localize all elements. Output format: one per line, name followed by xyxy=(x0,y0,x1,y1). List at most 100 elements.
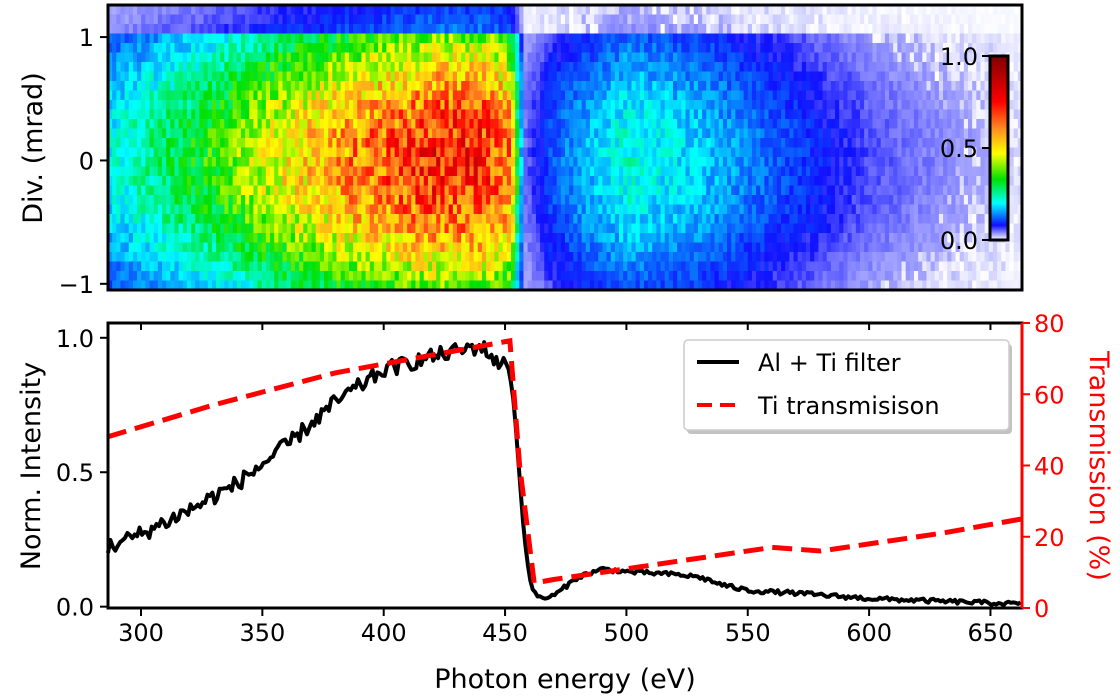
heatmap-cell xyxy=(934,157,940,168)
heatmap-cell xyxy=(357,14,363,25)
heatmap-cell xyxy=(930,100,936,111)
heatmap-cell xyxy=(897,185,903,196)
heatmap-cell xyxy=(751,81,757,92)
heatmap-cell xyxy=(228,204,234,215)
heatmap-cell xyxy=(265,90,271,101)
heatmap-cell xyxy=(668,43,674,54)
heatmap-cell xyxy=(598,157,603,168)
heatmap-cell xyxy=(660,195,666,206)
heatmap-cell xyxy=(128,109,134,120)
heatmap-cell xyxy=(307,157,313,168)
heatmap-cell xyxy=(440,176,446,187)
heatmap-cell xyxy=(490,109,495,120)
heatmap-cell xyxy=(527,204,533,215)
heatmap-cell xyxy=(436,81,441,92)
heatmap-cell xyxy=(361,128,367,139)
heatmap-cell xyxy=(274,5,279,16)
heatmap-cell xyxy=(581,71,587,82)
heatmap-cell xyxy=(602,214,608,225)
heatmap-cell xyxy=(270,14,275,25)
heatmap-cell xyxy=(930,5,936,16)
heatmap-cell xyxy=(149,24,155,35)
heatmap-cell xyxy=(211,81,217,92)
heatmap-cell xyxy=(951,33,957,44)
heatmap-cell xyxy=(889,24,894,35)
heatmap-cell xyxy=(494,71,500,82)
heatmap-cell xyxy=(398,81,404,92)
heatmap-cell xyxy=(934,128,940,139)
heatmap-cell xyxy=(448,62,454,73)
heatmap-cell xyxy=(735,214,741,225)
heatmap-cell xyxy=(855,195,861,206)
heatmap-cell xyxy=(697,204,703,215)
heatmap-cell xyxy=(565,176,570,187)
heatmap-cell xyxy=(681,62,687,73)
heatmap-cell xyxy=(565,14,570,25)
heatmap-cell xyxy=(386,62,392,73)
heatmap-cell xyxy=(909,195,915,206)
heatmap-cell xyxy=(893,119,898,130)
heatmap-cell xyxy=(240,24,246,35)
heatmap-cell xyxy=(315,176,321,187)
heatmap-cell xyxy=(216,119,221,130)
heatmap-cell xyxy=(963,109,969,120)
heatmap-cell xyxy=(889,185,894,196)
heatmap-cell xyxy=(660,185,666,196)
heatmap-cell xyxy=(718,195,724,206)
heatmap-cell xyxy=(839,33,844,44)
heatmap-cell xyxy=(992,33,998,44)
heatmap-cell xyxy=(731,100,736,111)
heatmap-cell xyxy=(535,62,541,73)
heatmap-cell xyxy=(299,109,304,120)
heatmap-cell xyxy=(249,204,254,215)
heatmap-cell xyxy=(357,128,363,139)
heatmap-cell xyxy=(660,204,666,215)
heatmap-cell xyxy=(693,100,699,111)
heatmap-cell xyxy=(785,52,790,63)
heatmap-cell xyxy=(469,90,475,101)
heatmap-cell xyxy=(178,90,184,101)
heatmap-cell xyxy=(415,195,421,206)
heatmap-cell xyxy=(469,119,475,130)
heatmap-cell xyxy=(727,128,732,139)
heatmap-cell xyxy=(560,204,566,215)
heatmap-cell xyxy=(643,138,649,149)
heatmap-cell xyxy=(589,204,595,215)
heatmap-cell xyxy=(565,62,570,73)
heatmap-cell xyxy=(282,147,288,158)
heatmap-cell xyxy=(768,109,774,120)
heatmap-cell xyxy=(452,109,458,120)
heatmap-cell xyxy=(913,81,919,92)
heatmap-cell xyxy=(353,195,358,206)
heatmap-cell xyxy=(540,33,545,44)
heatmap-cell xyxy=(602,109,608,120)
heatmap-cell xyxy=(947,33,952,44)
heatmap-cell xyxy=(336,24,342,35)
heatmap-cell xyxy=(643,33,649,44)
heatmap-cell xyxy=(253,214,259,225)
heatmap-cell xyxy=(959,128,965,139)
heatmap-cell xyxy=(847,24,853,35)
heatmap-cell xyxy=(423,138,429,149)
heatmap-cell xyxy=(930,138,936,149)
heatmap-cell xyxy=(984,204,990,215)
heatmap-cell xyxy=(461,214,466,225)
heatmap-cell xyxy=(934,109,940,120)
heatmap-cell xyxy=(452,33,458,44)
heatmap-cell xyxy=(132,71,138,82)
heatmap-cell xyxy=(922,166,928,177)
heatmap-cell xyxy=(407,52,412,63)
heatmap-cell xyxy=(938,166,944,177)
heatmap-cell xyxy=(585,214,591,225)
heatmap-cell xyxy=(245,185,250,196)
heatmap-cell xyxy=(859,100,865,111)
heatmap-cell xyxy=(843,52,849,63)
heatmap-cell xyxy=(423,81,429,92)
heatmap-cell xyxy=(415,71,421,82)
heatmap-cell xyxy=(294,81,300,92)
heatmap-cell xyxy=(677,62,682,73)
heatmap-cell xyxy=(423,176,429,187)
heatmap-cell xyxy=(510,43,516,54)
heatmap-cell xyxy=(930,62,936,73)
heatmap-cell xyxy=(872,138,878,149)
